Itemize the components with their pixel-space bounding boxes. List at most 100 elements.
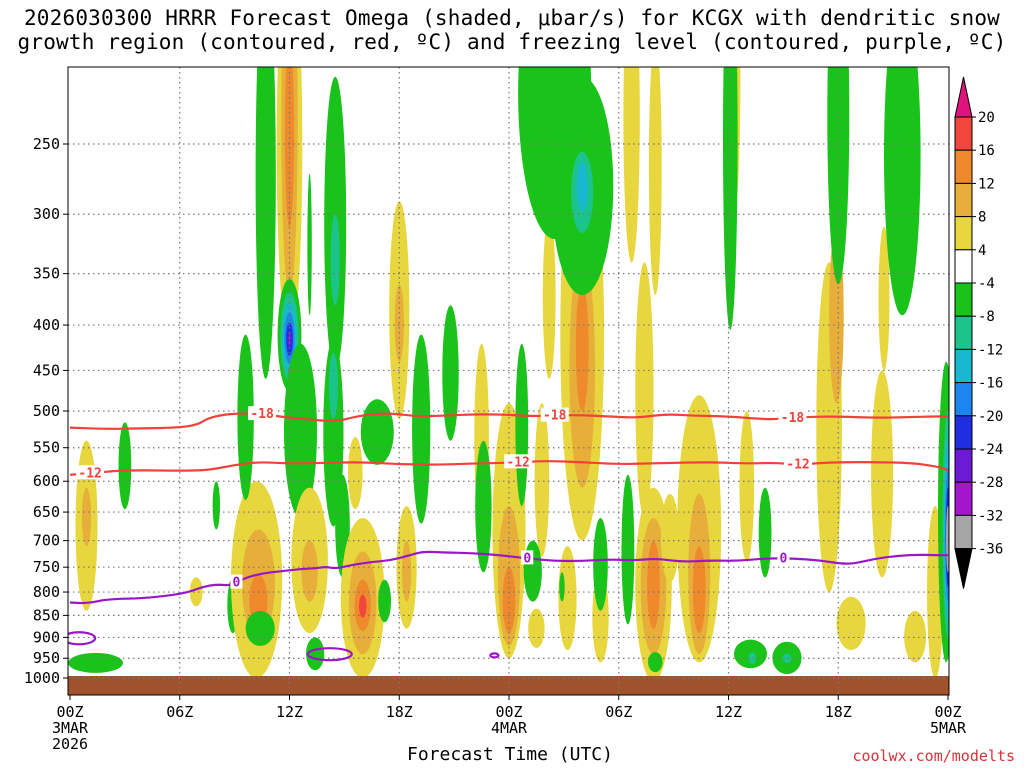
omega-region <box>118 422 132 510</box>
x-tick-label: 12Z <box>715 703 742 721</box>
omega-region <box>723 67 738 330</box>
colorbar-bin <box>954 282 973 317</box>
omega-region <box>378 579 391 623</box>
omega-region <box>306 637 325 671</box>
colorbar-bin <box>954 216 973 251</box>
omega-region <box>660 493 680 583</box>
contour-label: -12 <box>78 466 101 481</box>
omega-region <box>475 440 492 573</box>
omega-region <box>323 339 344 527</box>
omega-region <box>189 577 203 607</box>
contour-label-bg <box>777 550 790 565</box>
source-credit: coolwx.com/modelts <box>852 747 1015 765</box>
omega-region <box>904 610 927 663</box>
omega-region <box>827 67 850 285</box>
y-tick-label: 1000 <box>24 669 60 687</box>
contour-label: -18 <box>781 411 805 426</box>
omega-region <box>621 474 635 625</box>
y-tick-label: 450 <box>33 361 60 379</box>
colorbar-label: 12 <box>978 176 995 192</box>
omega-region <box>782 653 792 664</box>
omega-region <box>692 546 706 634</box>
contour-label-bg <box>248 406 277 421</box>
x-tick-label: 18Z <box>825 703 852 721</box>
omega-region <box>558 546 577 651</box>
contour-label: 0 <box>233 576 241 591</box>
colorbar-bin <box>954 249 973 284</box>
omega-region <box>758 487 772 578</box>
omega-region <box>348 437 363 510</box>
chart-title: 2026030300 HRRR Forecast Omega (shaded, … <box>0 6 1024 54</box>
contour-label-bg <box>784 456 813 471</box>
contour-label-bg <box>540 407 569 422</box>
y-tick-label: 900 <box>33 628 60 646</box>
contour-label: 0 <box>523 551 531 566</box>
x-tick-label: 18Z <box>386 703 413 721</box>
colorbar-label: -24 <box>978 442 1003 458</box>
omega-region <box>502 567 516 634</box>
contour-label-bg <box>76 465 105 480</box>
omega-region <box>284 67 295 227</box>
omega-region <box>284 343 317 518</box>
colorbar-label: 20 <box>978 110 995 126</box>
omega-region <box>739 411 755 562</box>
omega-region <box>534 403 550 557</box>
x-axis-label: Forecast Time (UTC) <box>407 744 613 765</box>
x-tick-date: 4MAR <box>491 719 528 737</box>
colorbar-under-arrow <box>954 548 973 589</box>
y-tick-label: 800 <box>33 583 60 601</box>
chart-title-line-1: 2026030300 HRRR Forecast Omega (shaded, … <box>23 6 1001 30</box>
y-tick-label: 300 <box>33 205 60 223</box>
contour-label: 0 <box>779 551 787 566</box>
colorbar-bin <box>954 116 973 151</box>
omega-region <box>871 370 894 578</box>
freezing-level-small-contour <box>68 631 97 646</box>
omega-shading-layer <box>68 67 949 682</box>
colorbar-bin <box>954 315 973 350</box>
colorbar-bin <box>954 514 973 550</box>
omega-region <box>255 67 276 379</box>
omega-region <box>635 262 654 518</box>
grid-lines <box>68 67 949 695</box>
omega-region <box>559 572 565 602</box>
colorbar-bin <box>954 481 973 516</box>
colorbar-bin <box>954 382 973 417</box>
y-tick-label: 700 <box>33 532 60 550</box>
x-tick-date: 5MAR <box>930 719 967 737</box>
omega-region <box>245 610 275 646</box>
contour-label: -12 <box>506 455 529 470</box>
omega-region <box>878 226 890 371</box>
colorbar-bin <box>954 149 973 184</box>
colorbar-label: -36 <box>978 542 1003 558</box>
contour-lines-layer: -18 -18 -18 -12 -12 -12 0 0 0 <box>68 406 949 662</box>
omega-region <box>836 596 866 651</box>
omega-region <box>301 540 318 602</box>
freezing-level-small-contour <box>489 652 500 659</box>
y-tick-label: 950 <box>33 649 60 667</box>
y-tick-label: 550 <box>33 439 60 457</box>
chart-title-line-2: growth region (contoured, red, ºC) and f… <box>17 30 1007 54</box>
colorbar-label: -4 <box>978 276 995 292</box>
contour-label-bg <box>504 454 533 469</box>
colorbar-label: -28 <box>978 475 1003 491</box>
omega-region <box>576 162 588 212</box>
contour-label-bg <box>230 574 243 589</box>
x-tick-label: 06Z <box>166 703 193 721</box>
below-ground-fill <box>68 676 949 695</box>
colorbar-bin <box>954 448 973 483</box>
contour-label: -18 <box>543 409 567 424</box>
omega-region <box>359 594 367 618</box>
freezing-level-small-contour <box>306 647 353 662</box>
omega-region <box>884 67 921 316</box>
y-tick-label: 650 <box>33 503 60 521</box>
colorbar-label: -16 <box>978 376 1003 392</box>
colorbar-bin <box>954 348 973 384</box>
colorbar-label: 16 <box>978 143 995 159</box>
omega-region <box>542 214 556 379</box>
contour-label-bg <box>778 409 807 424</box>
y-tick-label: 400 <box>33 316 60 334</box>
x-tick-label: 00Z <box>495 703 522 721</box>
dgz-contour-minus-18 <box>69 412 948 430</box>
omega-region <box>330 214 340 306</box>
